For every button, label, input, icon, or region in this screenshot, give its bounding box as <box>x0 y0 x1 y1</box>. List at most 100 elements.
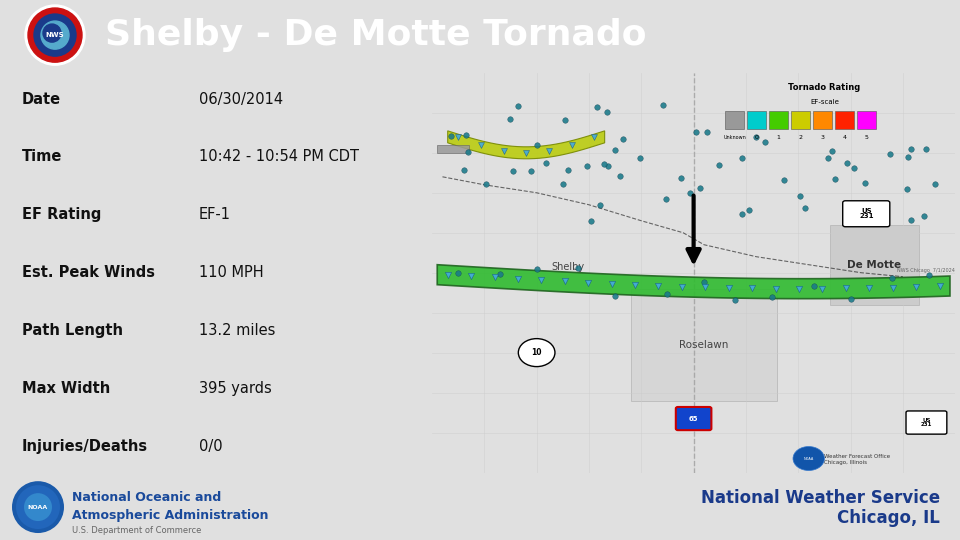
Bar <box>747 111 766 129</box>
Text: 3: 3 <box>821 135 825 140</box>
Point <box>581 279 596 287</box>
Point <box>824 146 839 155</box>
Point <box>698 283 713 292</box>
Point <box>529 265 544 273</box>
Text: Path Length: Path Length <box>22 323 123 338</box>
Point <box>683 188 698 197</box>
Point <box>541 146 557 155</box>
Text: Injuries/Deaths: Injuries/Deaths <box>22 439 148 454</box>
Text: EF Rating: EF Rating <box>22 207 102 222</box>
Point <box>608 292 623 300</box>
Point <box>502 114 517 123</box>
Point <box>561 166 576 174</box>
Point <box>700 127 715 136</box>
Bar <box>725 111 744 129</box>
Point <box>744 284 759 293</box>
Point <box>692 184 708 192</box>
Point <box>587 132 602 141</box>
Point <box>604 280 619 288</box>
Point <box>806 282 822 291</box>
Circle shape <box>793 447 825 470</box>
Text: 65: 65 <box>689 416 698 422</box>
Point <box>473 140 489 149</box>
Point <box>592 201 608 210</box>
Point <box>916 212 931 220</box>
Point <box>539 158 554 167</box>
Point <box>932 282 948 291</box>
Point <box>711 161 727 170</box>
Point <box>820 153 835 162</box>
Point <box>908 282 924 291</box>
Point <box>922 271 937 279</box>
Point <box>748 133 763 141</box>
Circle shape <box>28 8 82 62</box>
Point <box>558 116 573 124</box>
Point <box>440 271 455 279</box>
Point <box>600 108 615 117</box>
Text: 2: 2 <box>799 135 803 140</box>
Bar <box>829 225 919 305</box>
Point <box>615 134 631 143</box>
Text: 10: 10 <box>532 348 541 357</box>
Point <box>612 172 628 181</box>
Text: 0: 0 <box>755 135 758 140</box>
Point <box>633 153 648 162</box>
Text: EF-1: EF-1 <box>199 207 231 222</box>
Point <box>511 275 526 284</box>
Point <box>600 161 615 170</box>
Point <box>505 167 520 176</box>
Point <box>589 103 605 112</box>
Point <box>523 167 539 176</box>
Text: Time: Time <box>22 150 62 165</box>
Circle shape <box>43 24 61 42</box>
Text: National Oceanic and: National Oceanic and <box>72 491 221 504</box>
Point <box>918 144 933 153</box>
Point <box>596 160 612 168</box>
Text: US
231: US 231 <box>921 418 932 427</box>
Text: Shelby - De Motte Tornado: Shelby - De Motte Tornado <box>105 18 646 52</box>
Text: Tornado Rating: Tornado Rating <box>788 83 860 92</box>
Point <box>764 293 780 302</box>
Point <box>793 192 808 201</box>
Point <box>696 278 711 286</box>
Point <box>457 165 472 174</box>
Point <box>900 152 915 161</box>
Point <box>798 204 813 212</box>
Point <box>479 179 494 188</box>
Point <box>492 269 508 278</box>
Point <box>659 195 674 204</box>
Text: Max Width: Max Width <box>22 381 110 396</box>
Point <box>673 174 688 183</box>
Point <box>688 127 704 136</box>
Point <box>885 274 900 282</box>
Point <box>460 148 475 157</box>
Polygon shape <box>437 265 950 299</box>
Point <box>900 185 915 194</box>
Point <box>608 145 623 154</box>
Point <box>660 290 675 299</box>
Point <box>861 284 876 292</box>
Text: U.S. Department of Commerce: U.S. Department of Commerce <box>72 525 202 535</box>
Point <box>450 269 466 278</box>
Point <box>828 174 843 183</box>
Circle shape <box>12 481 64 533</box>
Text: US
231: US 231 <box>859 208 874 219</box>
Point <box>757 138 773 146</box>
Polygon shape <box>437 145 468 153</box>
Point <box>903 216 919 225</box>
Bar <box>857 111 876 129</box>
Point <box>628 281 643 289</box>
Point <box>882 150 898 158</box>
Text: Est. Peak Winds: Est. Peak Winds <box>22 265 155 280</box>
Point <box>571 264 587 272</box>
Point <box>815 284 830 293</box>
Point <box>579 162 594 171</box>
Point <box>443 131 458 140</box>
Point <box>845 211 860 219</box>
Text: 06/30/2014: 06/30/2014 <box>199 92 283 106</box>
Circle shape <box>24 493 52 521</box>
Point <box>656 101 671 110</box>
Circle shape <box>16 485 60 529</box>
Point <box>721 284 736 292</box>
Bar <box>813 111 832 129</box>
